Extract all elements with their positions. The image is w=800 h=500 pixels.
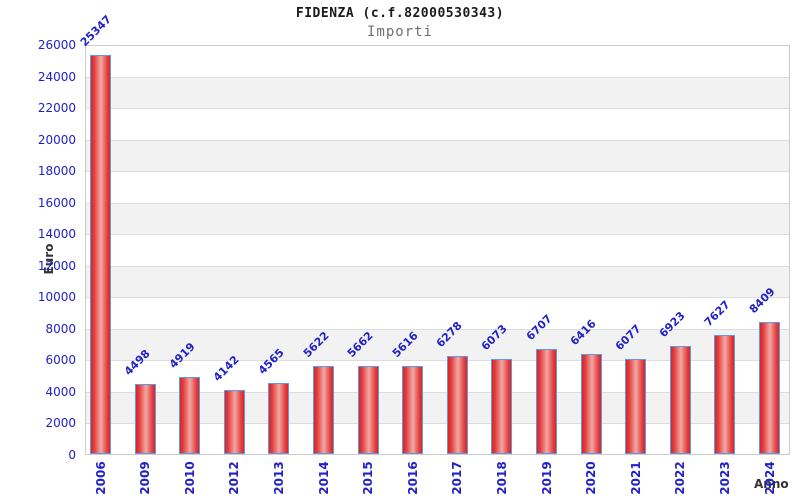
- y-tick-label: 26000: [37, 38, 76, 52]
- gridline: [86, 139, 789, 141]
- band-stripe: [86, 76, 789, 109]
- gridline: [86, 108, 789, 110]
- band-stripe: [86, 202, 789, 235]
- band-stripe: [86, 45, 789, 77]
- x-tick-label: 2023: [717, 461, 732, 495]
- x-tick-label: 2020: [584, 461, 599, 495]
- x-tick-label: 2013: [271, 461, 286, 495]
- gridline: [86, 171, 789, 173]
- y-tick-label: 18000: [37, 164, 76, 179]
- bar: [580, 353, 602, 454]
- y-tick-label: 12000: [37, 258, 76, 273]
- bar: [625, 359, 647, 454]
- gridline: [86, 423, 789, 425]
- band-stripe: [86, 297, 789, 329]
- y-tick-label: 14000: [37, 227, 76, 242]
- x-tick-label: 2009: [138, 461, 153, 495]
- x-tick-label: 2019: [539, 461, 554, 495]
- x-tick-label: 2015: [361, 461, 376, 495]
- y-tick-label: 16000: [37, 195, 76, 210]
- x-tick-label: 2014: [316, 461, 331, 495]
- y-tick-label: 4000: [45, 384, 76, 399]
- gridline: [86, 328, 789, 330]
- x-tick-label: 2017: [450, 461, 465, 495]
- band-stripe: [86, 265, 789, 298]
- bar: [669, 345, 691, 454]
- y-tick-label: 8000: [45, 321, 76, 336]
- y-tick-label: 24000: [37, 69, 76, 84]
- gridline: [86, 265, 789, 267]
- x-tick-label: 2022: [673, 461, 688, 495]
- bar: [313, 366, 334, 454]
- bar: [714, 334, 736, 454]
- y-tick-label: 2000: [45, 416, 76, 431]
- plot-area: [85, 45, 790, 455]
- x-tick-label: 2006: [93, 461, 108, 495]
- gridline: [86, 76, 789, 78]
- x-tick-label: 2012: [227, 461, 242, 495]
- x-tick-label: 2024: [762, 461, 777, 495]
- bar: [759, 322, 780, 454]
- x-tick-label: 2010: [182, 461, 197, 495]
- bar: [223, 389, 245, 454]
- bar: [446, 356, 468, 454]
- chart-subtitle: Importi: [366, 24, 433, 40]
- gridline: [86, 202, 789, 204]
- gridline: [86, 360, 789, 362]
- bar: [402, 366, 424, 454]
- bar: [134, 384, 156, 454]
- band-stripe: [86, 234, 789, 266]
- gridline: [86, 234, 789, 236]
- y-tick-label: 10000: [37, 290, 76, 305]
- band-stripe: [86, 139, 789, 172]
- bar: [491, 359, 513, 454]
- y-tick-label: 22000: [37, 101, 76, 116]
- x-axis-title: Anno: [754, 477, 789, 491]
- chart-title: FIDENZA (c.f.82000530343): [295, 6, 505, 21]
- band-stripe: [86, 108, 789, 140]
- bar: [179, 377, 201, 454]
- x-tick-label: 2016: [405, 461, 420, 495]
- bar: [536, 349, 557, 454]
- y-tick-label: 6000: [45, 353, 76, 368]
- bar: [357, 365, 379, 454]
- gridline: [86, 391, 789, 393]
- y-tick-label: 0: [68, 448, 76, 462]
- y-tick-label: 20000: [37, 132, 76, 147]
- band-stripe: [86, 171, 789, 203]
- x-tick-label: 2018: [494, 461, 509, 495]
- x-tick-label: 2021: [628, 461, 643, 495]
- gridline: [86, 297, 789, 299]
- bar: [268, 383, 290, 454]
- bar: [90, 55, 111, 454]
